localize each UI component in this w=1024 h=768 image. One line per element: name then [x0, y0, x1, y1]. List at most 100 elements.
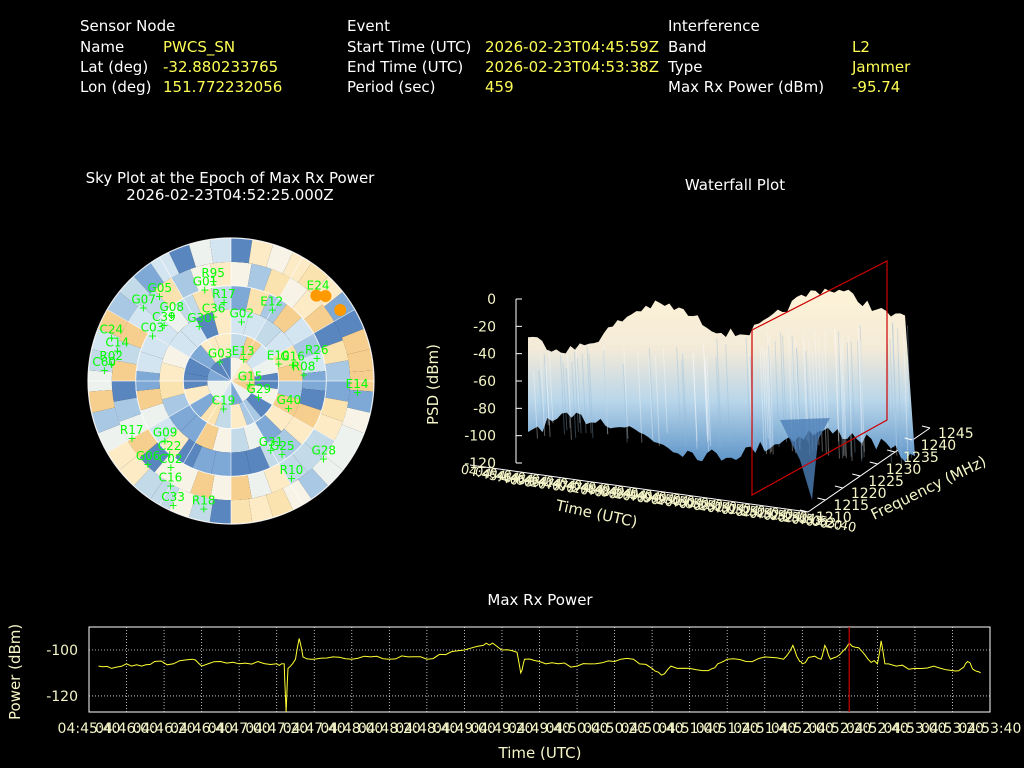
waterfall-frequency-tick-label: 1215: [833, 498, 869, 514]
waterfall-frequency-tick-label: 1245: [938, 426, 974, 442]
maxrx-x-tick-label: 04:50:00: [546, 721, 609, 737]
skyplot-cell: [231, 498, 253, 524]
skyplot-cell: [292, 403, 322, 429]
maxrx-plot: -100 -120 04:45:4004:46:0004:46:2004:46:4…: [6, 624, 1021, 762]
waterfall-streak: [768, 334, 774, 455]
satellite-marker: +G05: [148, 281, 173, 303]
waterfall-streak: [571, 361, 577, 438]
skyplot-cell: [273, 428, 302, 459]
maxrx-y-label: Power (dBm): [6, 624, 24, 720]
waterfall-frequency-tick-label: 1240: [921, 438, 957, 454]
maxrx-x-label: Time (UTC): [498, 744, 582, 762]
skyplot-cell: [266, 244, 294, 274]
waterfall-streak: [654, 355, 660, 446]
skyplot-cell: [273, 303, 302, 334]
skyplot-cell: [211, 450, 231, 477]
skyplot-cell: [140, 333, 170, 359]
skyplot-cell: [231, 357, 243, 381]
jammer-mark: [310, 289, 323, 302]
skyplot-cell: [113, 397, 142, 422]
satellite-plus: +: [299, 369, 308, 382]
skyplot-cell: [263, 463, 291, 493]
waterfall-dip: [780, 418, 830, 500]
satellite-label: G16: [280, 350, 305, 364]
event-heading: Event: [347, 17, 390, 35]
waterfall-streak: [702, 343, 708, 437]
skyplot-cell: [284, 416, 314, 445]
skyplot-cell: [298, 468, 329, 500]
skyplot-cell: [266, 488, 294, 518]
sensor-name-label: Name: [80, 38, 125, 56]
satellite-marker: +C60: [92, 355, 116, 377]
skyplot-cell: [192, 446, 217, 475]
skyplot-cell: [160, 303, 189, 334]
skyplot-cell: [214, 403, 231, 429]
skyplot-cell: [119, 413, 149, 441]
skyplot-cell: [231, 369, 255, 381]
skyplot-cell: [150, 479, 180, 510]
waterfall-plot: 0-20-40-60-80-100-120 121012151220122512…: [424, 260, 989, 536]
skyplot-cell: [347, 389, 374, 413]
interference-power-value: -95.74: [852, 78, 901, 96]
waterfall-streak: [692, 352, 698, 449]
satellite-label: G01: [193, 274, 218, 288]
skyplot-cell: [219, 381, 231, 405]
skyplot-cell: [210, 261, 231, 288]
waterfall-streak: [766, 331, 772, 452]
skyplot-cell: [239, 336, 262, 363]
waterfall-streak: [637, 351, 643, 443]
satellite-label: C60: [92, 355, 116, 369]
skyplot-cell: [190, 263, 215, 292]
skyplot-cell: [133, 468, 164, 500]
satellite-plus: +: [155, 290, 164, 303]
satellite-plus: +: [209, 275, 218, 288]
skyplot-cell: [107, 291, 138, 322]
satellite-marker: +R10: [280, 463, 304, 485]
satellite-plus: +: [219, 296, 228, 309]
sensor-lat-label: Lat (deg): [80, 58, 149, 76]
satellite-marker: +G25: [270, 439, 295, 461]
waterfall-streak: [575, 347, 581, 424]
maxrx-title: Max Rx Power: [487, 591, 593, 609]
skyplot-cell: [210, 474, 231, 501]
waterfall-streak: [622, 363, 628, 443]
interference-power-label: Max Rx Power (dBm): [668, 78, 825, 96]
satellite-label: R17: [120, 423, 144, 437]
skyplot-cell: [245, 287, 270, 316]
skyplot-azimuth-spoke: [106, 380, 232, 453]
satellite-plus: +: [139, 301, 148, 314]
waterfall-title: Waterfall Plot: [684, 176, 786, 194]
waterfall-streak: [765, 349, 771, 454]
waterfall-streak: [716, 338, 722, 434]
satellite-plus: +: [113, 345, 122, 358]
waterfall-frequency-tick: [834, 485, 843, 489]
skyplot-cell: [207, 369, 231, 381]
event-end-label: End Time (UTC): [347, 58, 464, 76]
event-start-label: Start Time (UTC): [347, 38, 472, 56]
skyplot-cell: [231, 333, 248, 359]
waterfall-streak: [560, 355, 566, 435]
skyplot-cell: [231, 381, 252, 402]
maxrx-x-tick-label: 04:52:20: [808, 721, 871, 737]
skyplot-cell: [214, 333, 231, 359]
satellite-label: G03: [208, 347, 233, 361]
skyplot-azimuth-spoke: [159, 256, 232, 382]
satellite-marker: +E12: [260, 294, 283, 316]
skyplot-cell: [231, 474, 252, 501]
satellite-marker: +R02: [99, 349, 123, 371]
waterfall-z-tick-label: -80: [473, 401, 496, 417]
maxrx-x-tick-label: 04:47:00: [208, 721, 271, 737]
maxrx-x-tick-label: 04:47:40: [283, 721, 346, 737]
satellite-plus: +: [288, 359, 297, 372]
waterfall-streak: [857, 328, 863, 459]
skyplot-cell: [231, 450, 251, 477]
satellite-marker: +E10: [267, 349, 290, 371]
skyplot-cell: [161, 393, 190, 417]
waterfall-streak: [706, 356, 712, 447]
waterfall-z-tick-label: 0: [487, 292, 496, 308]
satellite-plus: +: [277, 448, 286, 461]
maxrx-x-tick-label: 04:48:40: [395, 721, 458, 737]
satellite-label: G07: [131, 292, 156, 306]
satellite-label: E12: [260, 294, 283, 308]
